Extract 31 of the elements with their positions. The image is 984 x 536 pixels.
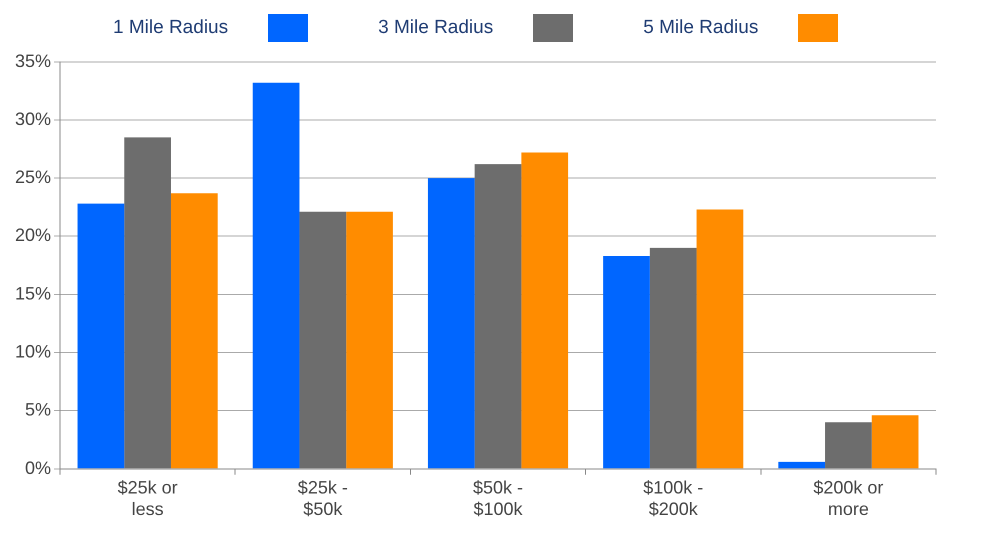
y-tick-label: 5% (25, 400, 52, 420)
y-tick-label: 15% (14, 283, 52, 304)
y-tick-label: 20% (14, 225, 52, 246)
x-tick-label: $100k - $200k (643, 478, 704, 520)
bar (428, 178, 475, 468)
x-tick-label: $50k - $100k (473, 478, 524, 520)
bar (825, 422, 872, 468)
bar (299, 212, 346, 468)
x-tick-label: $25k - $50k (298, 478, 348, 520)
bar (696, 209, 744, 468)
bar (521, 152, 568, 468)
y-tick-label: 35% (14, 50, 52, 71)
bar (252, 82, 300, 468)
bar (778, 462, 826, 468)
bar (872, 415, 918, 468)
bar (603, 256, 650, 468)
bar (170, 193, 218, 468)
bar (78, 204, 124, 468)
bar (650, 248, 697, 468)
legend-label: 1 Mile Radius (113, 17, 228, 39)
bar (474, 164, 522, 468)
x-tick-label: $200k or more (813, 478, 884, 520)
bar (124, 137, 171, 468)
legend-label: 3 Mile Radius (378, 17, 494, 39)
y-tick-label: 30% (14, 108, 52, 129)
y-tick-label: 0% (25, 458, 52, 478)
y-tick-label: 10% (14, 341, 52, 362)
bar (346, 212, 393, 468)
y-tick-label: 25% (14, 167, 52, 188)
legend-label: 5 Mile Radius (643, 17, 758, 39)
x-tick-label: $25k or less (118, 478, 178, 520)
